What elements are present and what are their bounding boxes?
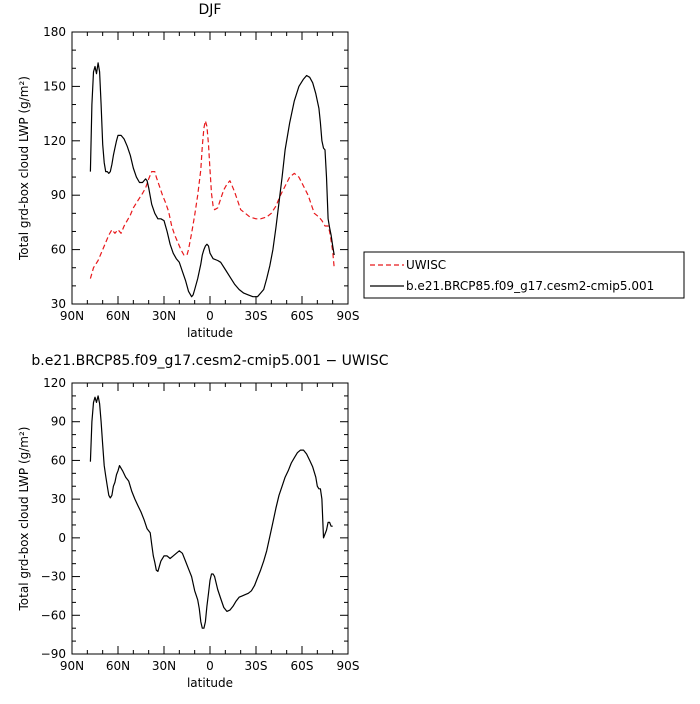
top-y-tick-label: 180	[43, 25, 66, 39]
top-x-tick-label: 90S	[337, 309, 360, 323]
top-y-axis-label: Total grd-box cloud LWP (g/m²)	[17, 76, 31, 261]
bottom-x-tick-label: 60S	[291, 659, 314, 673]
top-y-tick-label: 60	[51, 243, 66, 257]
top-series-line-1	[89, 62, 335, 298]
legend-box	[363, 251, 685, 299]
top-x-tick-label: 30S	[245, 309, 268, 323]
top-series-line-0	[89, 120, 335, 279]
bottom-y-axis-label: Total grd-box cloud LWP (g/m²)	[17, 427, 31, 612]
bottom-x-tick-label: 60N	[106, 659, 130, 673]
bottom-x-axis-label: latitude	[187, 676, 233, 690]
top-x-tick-label: 60S	[291, 309, 314, 323]
top-x-tick-label: 90N	[60, 309, 84, 323]
legend-label-1: b.e21.BRCP85.f09_g17.cesm2-cmip5.001	[406, 279, 654, 293]
bottom-y-tick-label: 60	[51, 453, 66, 467]
bottom-x-tick-label: 30S	[245, 659, 268, 673]
top-chart-title: DJF	[199, 2, 222, 18]
top-y-tick-label: 120	[43, 134, 66, 148]
bottom-series-line-0	[89, 395, 333, 629]
top-x-tick-label: 30N	[152, 309, 176, 323]
legend-label-0: UWISC	[406, 258, 446, 272]
bottom-y-tick-label: 30	[51, 492, 66, 506]
bottom-y-tick-label: 0	[58, 531, 66, 545]
top-x-tick-label: 60N	[106, 309, 130, 323]
bottom-x-tick-label: 0	[206, 659, 214, 673]
bottom-y-tick-label: −30	[41, 570, 66, 584]
bottom-plot-frame	[71, 382, 349, 655]
bottom-y-tick-label: 90	[51, 415, 66, 429]
bottom-x-tick-label: 30N	[152, 659, 176, 673]
bottom-x-tick-label: 90N	[60, 659, 84, 673]
bottom-chart-title: b.e21.BRCP85.f09_g17.cesm2-cmip5.001 − U…	[31, 353, 388, 369]
bottom-y-tick-label: −90	[41, 647, 66, 661]
top-y-tick-label: 30	[51, 297, 66, 311]
top-plot-frame	[71, 31, 349, 305]
top-x-tick-label: 0	[206, 309, 214, 323]
bottom-y-tick-label: −60	[41, 608, 66, 622]
top-y-tick-label: 150	[43, 79, 66, 93]
bottom-y-tick-label: 120	[43, 376, 66, 390]
top-x-axis-label: latitude	[187, 326, 233, 340]
bottom-x-tick-label: 90S	[337, 659, 360, 673]
top-y-tick-label: 90	[51, 188, 66, 202]
